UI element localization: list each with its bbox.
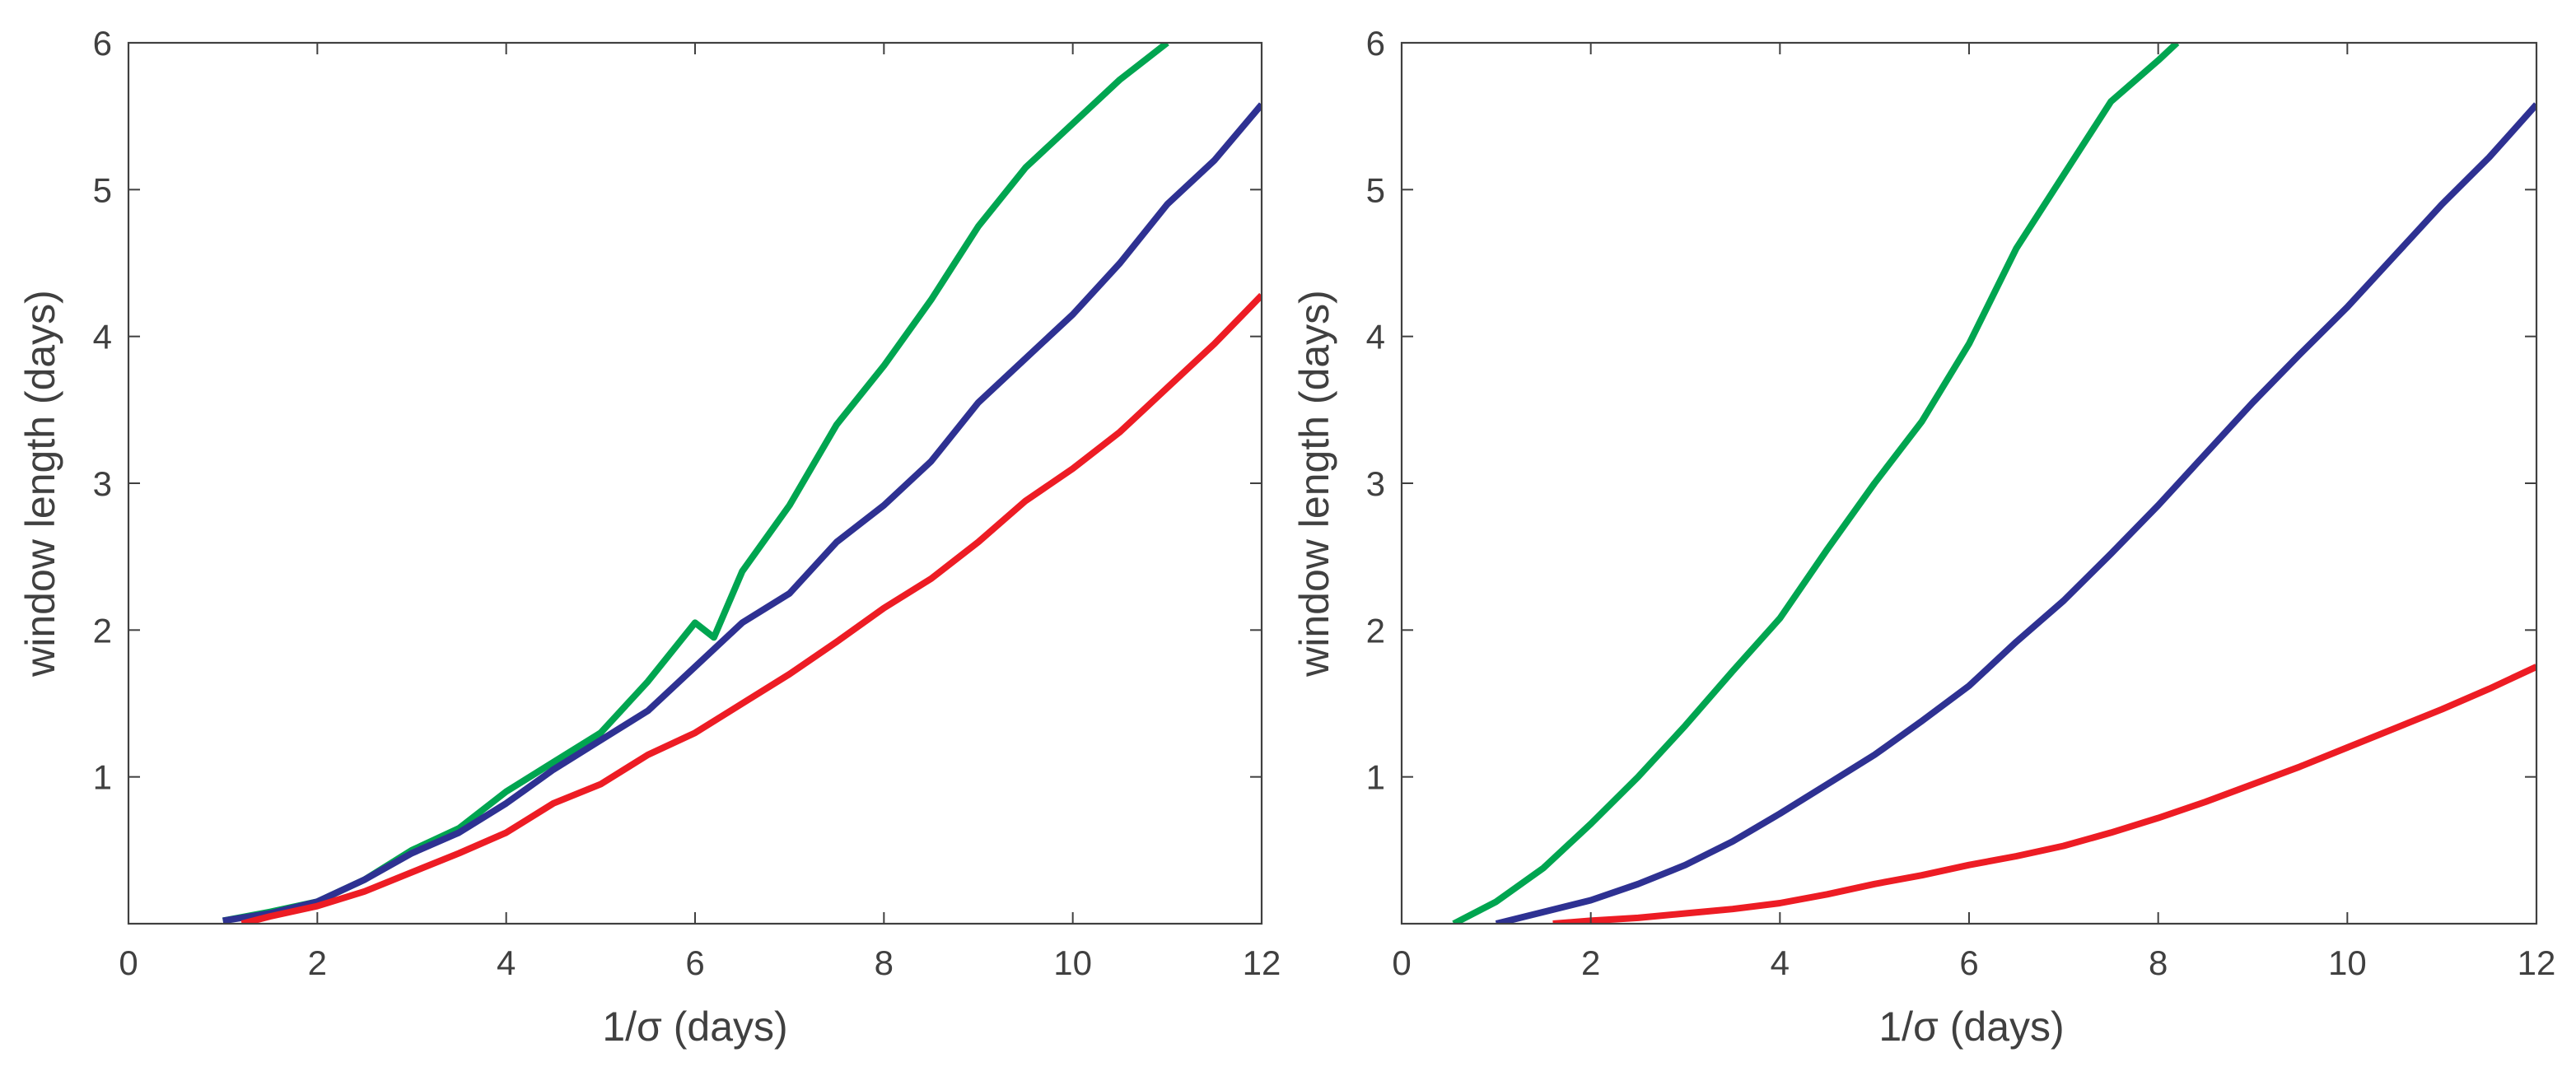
right-plot-frame — [1400, 41, 2538, 925]
right-x-tick-label: 12 — [2518, 943, 2556, 982]
left-y-tick-label: 5 — [93, 170, 112, 209]
left-x-tick-label: 10 — [1053, 943, 1092, 982]
left-y-axis-label: window length (days) — [17, 290, 63, 678]
left-y-tick-label: 2 — [93, 611, 112, 650]
left-chart-panel: window length (days) 1/σ (days) 0 2 4 6 8 10 1… — [17, 24, 1281, 1050]
left-plot-frame — [127, 41, 1263, 925]
right-y-tick-label: 3 — [1366, 464, 1385, 503]
left-y-tick-label: 1 — [93, 758, 112, 797]
right-x-tick-label: 0 — [1392, 943, 1411, 982]
left-series-red — [240, 292, 1262, 924]
left-x-tick-label: 2 — [308, 943, 327, 982]
left-x-tick-label: 4 — [497, 943, 516, 982]
right-y-axis-label: window length (days) — [1291, 290, 1337, 678]
right-x-axis-label: 1/σ (days) — [1878, 1004, 2064, 1050]
left-y-tick-label: 3 — [93, 464, 112, 503]
left-series-group — [222, 43, 1262, 924]
left-x-tick-label: 6 — [685, 943, 704, 982]
left-x-tick-label: 12 — [1243, 943, 1281, 982]
left-y-tick-label: 4 — [93, 318, 112, 356]
right-y-tick-label: 4 — [1366, 318, 1385, 356]
left-series-blue — [222, 102, 1262, 924]
right-y-tick-label: 6 — [1366, 24, 1385, 63]
left-y-tick-label: 6 — [93, 24, 112, 63]
left-x-tick-label: 8 — [875, 943, 894, 982]
right-series-red — [1552, 664, 2536, 924]
right-x-tick-label: 4 — [1771, 943, 1790, 982]
right-x-tick-label: 2 — [1581, 943, 1600, 982]
left-x-tick-label: 0 — [119, 943, 138, 982]
right-x-tick-label: 6 — [1959, 943, 1978, 982]
left-series-green — [222, 43, 1169, 924]
right-series-green — [1452, 43, 2180, 924]
right-series-group — [1452, 43, 2536, 924]
right-y-tick-label: 1 — [1366, 758, 1385, 797]
right-series-blue — [1495, 102, 2536, 924]
right-y-tick-label: 2 — [1366, 611, 1385, 650]
right-x-tick-label: 8 — [2149, 943, 2168, 982]
right-y-tick-label: 5 — [1366, 170, 1385, 209]
right-chart-panel: window length (days) 1/σ (days) 0 2 4 6 8 10 1… — [1291, 24, 2555, 1050]
left-x-axis-label: 1/σ (days) — [602, 1004, 787, 1050]
right-x-tick-label: 10 — [2328, 943, 2367, 982]
